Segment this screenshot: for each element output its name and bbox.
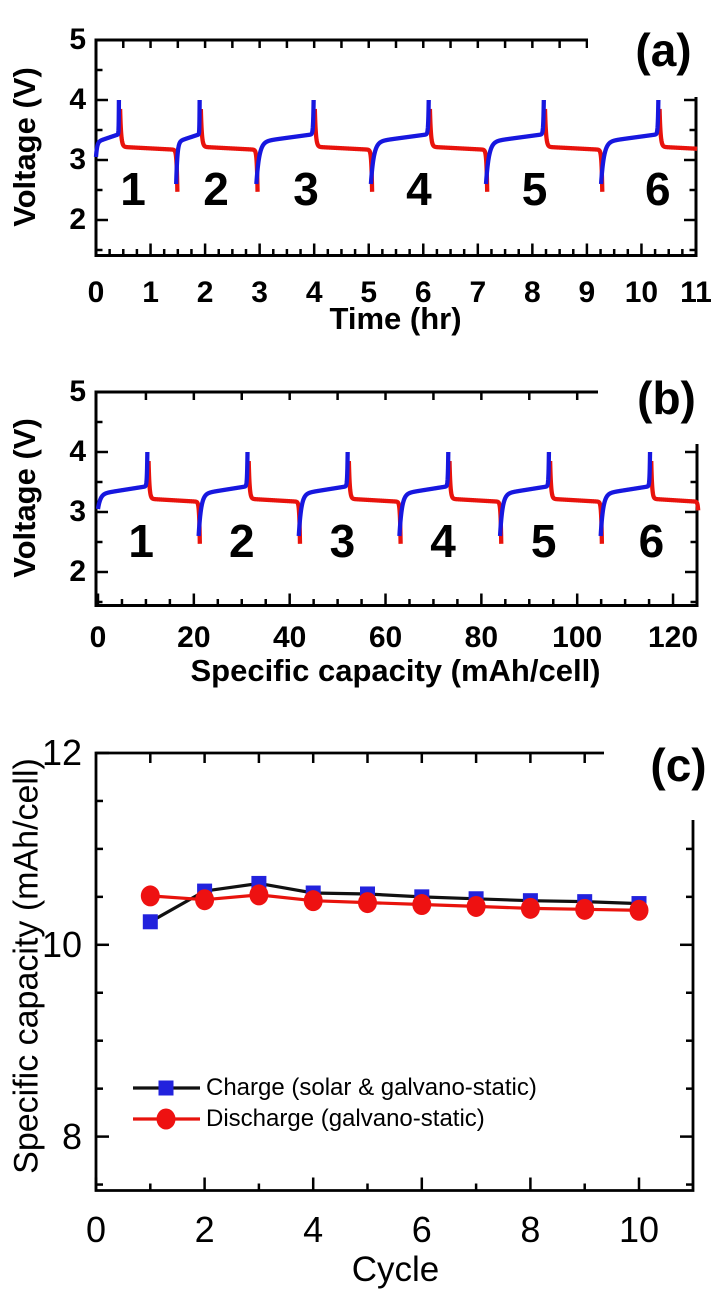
x-tick-label: 100 — [552, 621, 603, 654]
legend-label-discharge: Discharge (galvano-static) — [206, 1105, 485, 1132]
y-tick-label: 4 — [69, 435, 86, 468]
cycle-number-label: 4 — [430, 514, 456, 567]
y-tick-label: 3 — [69, 495, 86, 528]
y-tick-label: 3 — [69, 143, 86, 176]
x-tick-label: 0 — [87, 276, 105, 309]
cycle-number-label: 5 — [521, 162, 548, 215]
x-tick-label: 10 — [618, 1209, 660, 1250]
y-tick-label: 5 — [69, 375, 86, 408]
x-tick-label: 40 — [272, 621, 307, 654]
legend-label-charge: Charge (solar & galvano-static) — [206, 1074, 537, 1101]
cycle-number-label: 3 — [329, 514, 356, 567]
x-tick-label: 120 — [648, 621, 699, 654]
x-tick-label: 3 — [251, 276, 268, 309]
panel-b-y-axis-title: Voltage (V) — [7, 418, 42, 578]
x-tick-label: 7 — [469, 276, 487, 309]
cycle-number-label: 1 — [120, 162, 146, 215]
y-tick-label: 8 — [61, 1115, 82, 1157]
panel-a-y-axis-title: Voltage (V) — [7, 67, 42, 227]
y-tick-label: 2 — [69, 203, 86, 236]
y-tick-label: 5 — [69, 23, 86, 56]
y-tick-label: 10 — [41, 923, 82, 965]
x-tick-label: 20 — [177, 621, 211, 654]
x-tick-label: 1 — [142, 276, 159, 309]
x-tick-label: 60 — [368, 621, 403, 654]
x-tick-label: 4 — [305, 276, 323, 309]
x-tick-label: 6 — [414, 276, 432, 309]
panel-a-label: (a) — [588, 2, 725, 97]
panel-c-label: (c) — [604, 710, 725, 820]
panel-c-y-axis-title: Specific capacity (mAh/cell) — [7, 758, 46, 1174]
y-tick-label: 12 — [41, 732, 82, 773]
x-tick-label: 0 — [89, 621, 107, 654]
x-tick-label: 2 — [194, 1209, 215, 1250]
cycle-number-label: 1 — [128, 514, 154, 567]
cycle-number-label: 2 — [228, 514, 255, 567]
panel-a-x-axis-title: Time (hr) — [329, 301, 462, 336]
cycle-number-label: 6 — [638, 514, 665, 567]
x-tick-label: 10 — [624, 276, 659, 309]
panel-b-label: (b) — [598, 352, 725, 444]
x-tick-label: 8 — [524, 276, 541, 309]
x-tick-label: 11 — [680, 276, 712, 309]
y-tick-label: 4 — [69, 83, 86, 116]
x-tick-label: 80 — [464, 621, 499, 654]
cycle-number-label: 2 — [203, 162, 229, 215]
y-tick-label: 2 — [69, 555, 86, 588]
panel-c-x-axis-title: Cycle — [351, 1250, 440, 1289]
cycle-number-label: 3 — [293, 162, 319, 215]
cycle-number-label: 4 — [406, 162, 432, 215]
x-tick-label: 2 — [196, 276, 214, 309]
panel-b-x-axis-title: Specific capacity (mAh/cell) — [190, 653, 601, 688]
x-tick-label: 4 — [303, 1209, 324, 1250]
x-tick-label: 9 — [578, 276, 596, 309]
cycle-number-label: 5 — [530, 514, 557, 567]
x-tick-label: 5 — [360, 276, 378, 309]
cycle-number-label: 6 — [645, 162, 671, 215]
x-tick-label: 8 — [520, 1209, 541, 1250]
x-tick-label: 6 — [411, 1209, 432, 1250]
x-tick-label: 0 — [85, 1209, 107, 1250]
